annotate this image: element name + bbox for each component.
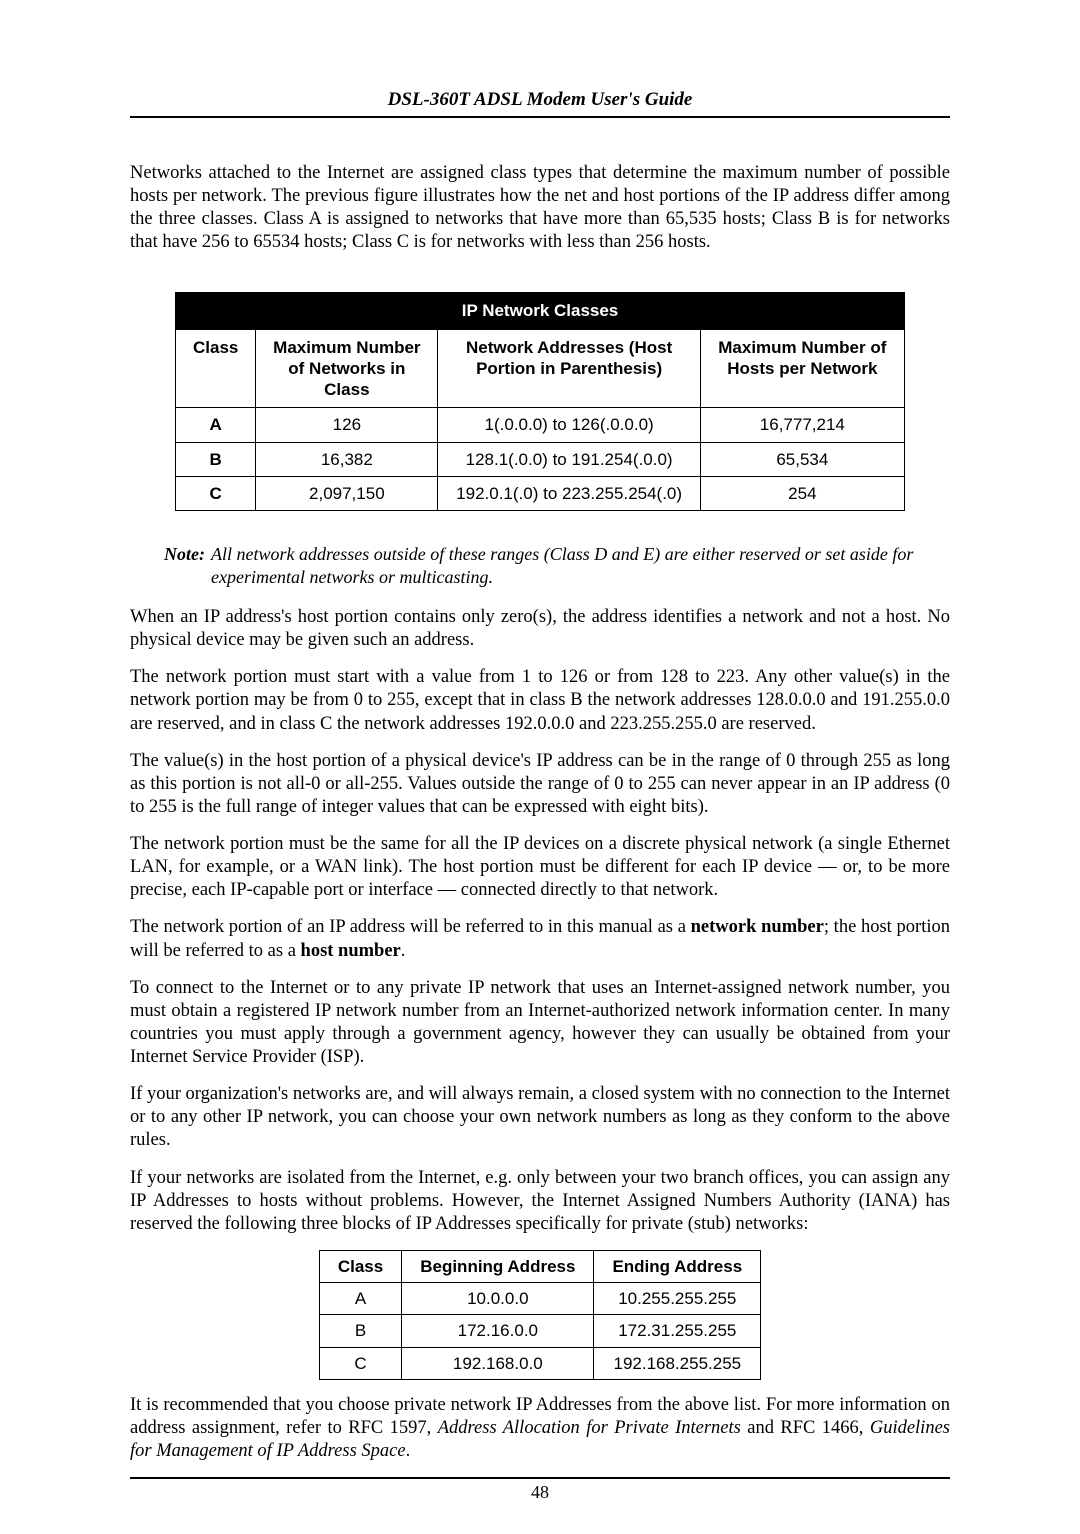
table2-cell: C — [319, 1347, 401, 1379]
closing-paragraph: It is recommended that you choose privat… — [130, 1394, 950, 1463]
table1-header-class: Class — [176, 329, 256, 408]
table1-cell: 128.1(.0.0) to 191.254(.0.0) — [438, 442, 700, 476]
body-paragraph: If your organization's networks are, and… — [130, 1083, 950, 1152]
table2-header-class: Class — [319, 1250, 401, 1282]
table-row: C 2,097,150 192.0.1(.0) to 223.255.254(.… — [176, 476, 905, 510]
body-paragraph: The network portion must start with a va… — [130, 666, 950, 735]
table2-cell: 192.168.255.255 — [594, 1347, 761, 1379]
table2-cell: 10.255.255.255 — [594, 1283, 761, 1315]
table2-cell: A — [319, 1283, 401, 1315]
body-paragraph: When an IP address's host portion contai… — [130, 606, 950, 652]
table1-title: IP Network Classes — [176, 293, 905, 329]
text-run: . — [401, 941, 406, 961]
table1-cell: 192.0.1(.0) to 223.255.254(.0) — [438, 476, 700, 510]
table-row: A 10.0.0.0 10.255.255.255 — [319, 1283, 760, 1315]
header-rule — [130, 116, 950, 118]
table1-cell: 65,534 — [700, 442, 904, 476]
table1-cell: 126 — [256, 408, 438, 442]
table2-cell: 172.16.0.0 — [402, 1315, 594, 1347]
table1-cell: C — [176, 476, 256, 510]
body-paragraph: If your networks are isolated from the I… — [130, 1167, 950, 1236]
table-row: B 16,382 128.1(.0.0) to 191.254(.0.0) 65… — [176, 442, 905, 476]
table1-cell: A — [176, 408, 256, 442]
table1-cell: 16,777,214 — [700, 408, 904, 442]
table1-header-max-hosts: Maximum Number of Hosts per Network — [700, 329, 904, 408]
italic-rfc-1597-title: Address Allocation for Private Internets — [438, 1418, 741, 1438]
text-run: and RFC 1466, — [741, 1418, 870, 1438]
table2-header-end: Ending Address — [594, 1250, 761, 1282]
table2-cell: 10.0.0.0 — [402, 1283, 594, 1315]
page-header-title: DSL-360T ADSL Modem User's Guide — [130, 88, 950, 116]
text-run: . — [406, 1441, 411, 1461]
note-text: All network addresses outside of these r… — [211, 543, 950, 588]
ip-network-classes-table: IP Network Classes Class Maximum Number … — [175, 292, 905, 511]
footer-rule — [130, 1477, 950, 1479]
table2-cell: B — [319, 1315, 401, 1347]
table1-cell: 254 — [700, 476, 904, 510]
table1-cell: B — [176, 442, 256, 476]
table-row: C 192.168.0.0 192.168.255.255 — [319, 1347, 760, 1379]
body-paragraph: The value(s) in the host portion of a ph… — [130, 750, 950, 819]
bold-term-host-number: host number — [301, 941, 401, 961]
body-paragraph: To connect to the Internet or to any pri… — [130, 977, 950, 1070]
table1-cell: 2,097,150 — [256, 476, 438, 510]
table2-header-begin: Beginning Address — [402, 1250, 594, 1282]
table2-cell: 192.168.0.0 — [402, 1347, 594, 1379]
body-paragraph-network-number: The network portion of an IP address wil… — [130, 916, 950, 962]
private-address-ranges-table: Class Beginning Address Ending Address A… — [319, 1250, 761, 1380]
page-container: DSL-360T ADSL Modem User's Guide Network… — [0, 0, 1080, 1534]
text-run: The network portion of an IP address wil… — [130, 917, 691, 937]
table1-cell: 1(.0.0.0) to 126(.0.0.0) — [438, 408, 700, 442]
note-label: Note: — [164, 543, 205, 566]
table1-cell: 16,382 — [256, 442, 438, 476]
table-row: B 172.16.0.0 172.31.255.255 — [319, 1315, 760, 1347]
table-row: A 126 1(.0.0.0) to 126(.0.0.0) 16,777,21… — [176, 408, 905, 442]
table1-header-net-addresses: Network Addresses (Host Portion in Paren… — [438, 329, 700, 408]
intro-paragraph: Networks attached to the Internet are as… — [130, 162, 950, 255]
body-paragraph: The network portion must be the same for… — [130, 833, 950, 902]
table2-cell: 172.31.255.255 — [594, 1315, 761, 1347]
table1-header-max-networks: Maximum Number of Networks in Class — [256, 329, 438, 408]
page-number: 48 — [130, 1481, 950, 1504]
note-block: Note: All network addresses outside of t… — [164, 543, 950, 588]
bold-term-network-number: network number — [691, 917, 824, 937]
